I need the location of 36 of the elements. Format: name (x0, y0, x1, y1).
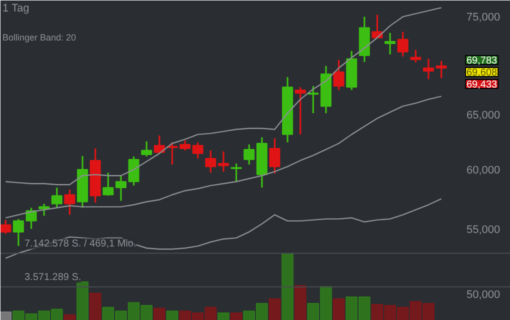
y-tick-label: 65,000 (466, 110, 500, 122)
text: 69,433 (466, 80, 498, 90)
candlestick (205, 150, 216, 174)
candlestick (0, 219, 12, 235)
candlestick (384, 32, 396, 56)
candlestick (141, 140, 152, 158)
text: 69,608 (466, 68, 498, 78)
candlestick (218, 150, 229, 172)
y-tick-label: 75,000 (466, 12, 500, 24)
y-tick-label: 60,000 (466, 164, 500, 176)
candlestick (397, 30, 408, 58)
ref-line-label: 7.142.578 S. / 469,1 Mio. (24, 238, 136, 250)
candlestick (410, 49, 422, 64)
line-series (5, 198, 442, 259)
candlestick (128, 156, 140, 186)
candlestick (102, 172, 114, 196)
ref-line-label: 3.571.289 S. (24, 272, 82, 283)
candlestick (308, 85, 319, 114)
candlestick (192, 142, 204, 160)
candlestick (333, 59, 344, 91)
candlestick (180, 140, 191, 152)
candlestick (230, 162, 242, 182)
candlestick (12, 218, 24, 247)
candlestick (115, 174, 126, 202)
candlestick (244, 144, 255, 166)
chart-title: 1 Tag (2, 2, 30, 14)
y-tick-label: 50,000 (466, 289, 500, 302)
text: Bollinger Band: 20 (2, 32, 76, 42)
candlestick (269, 138, 280, 174)
candlestick (436, 60, 447, 79)
candlestick (294, 86, 306, 136)
y-tick-label: 55,000 (466, 224, 500, 236)
candlestick (64, 188, 76, 216)
candlestick (51, 186, 62, 209)
candlestick (422, 58, 434, 80)
text: 69,783 (466, 56, 498, 66)
